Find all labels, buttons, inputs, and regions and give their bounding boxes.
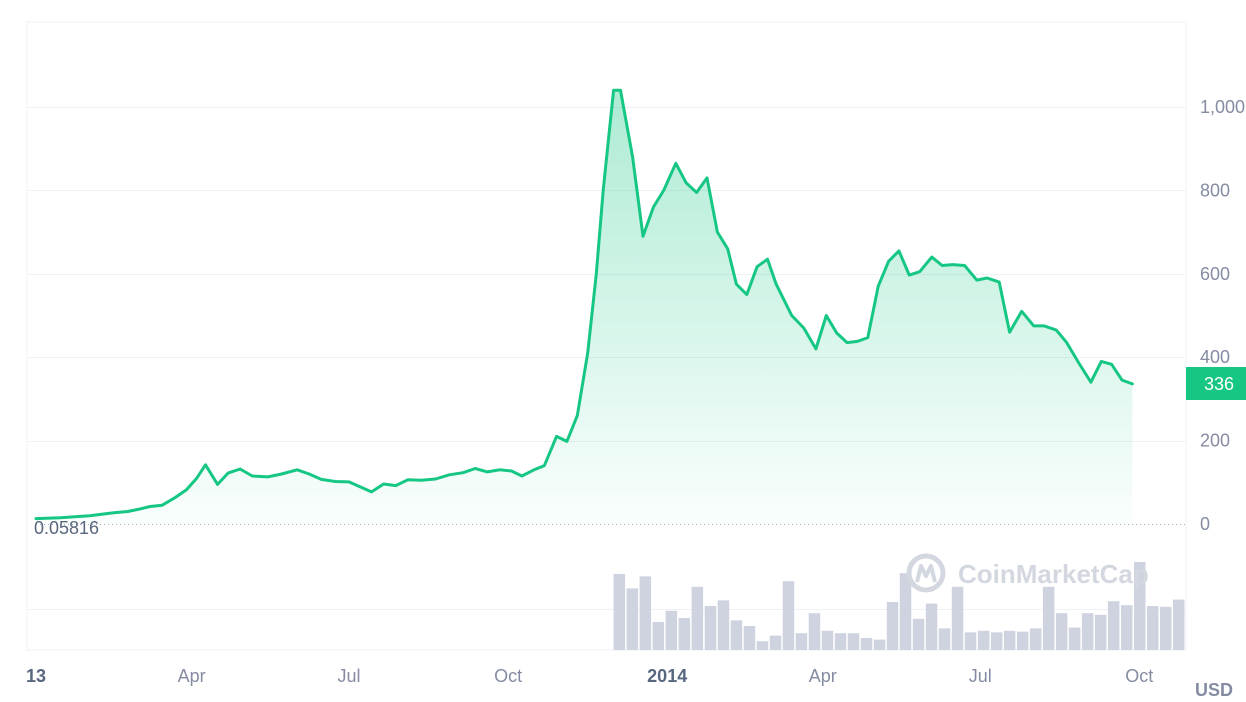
volume-bar xyxy=(1003,630,1016,650)
x-tick-label: Jul xyxy=(969,666,992,686)
y-tick-label: 600 xyxy=(1200,264,1230,284)
volume-bar xyxy=(1042,586,1055,650)
volume-bar xyxy=(782,581,795,650)
volume-bar xyxy=(626,588,639,650)
volume-bar xyxy=(678,618,691,650)
volume-bar xyxy=(665,610,678,650)
volume-bar xyxy=(743,626,756,650)
volume-bar xyxy=(1055,613,1068,650)
y-tick-label: 1,000 xyxy=(1200,97,1245,117)
volume-bar xyxy=(1081,613,1094,650)
volume-bar xyxy=(756,641,769,650)
volume-bar xyxy=(951,586,964,650)
volume-bar xyxy=(977,630,990,650)
volume-bar xyxy=(912,618,925,650)
volume-bar xyxy=(964,632,977,650)
volume-bar xyxy=(652,622,665,650)
watermark-brand: CoinMarketCap xyxy=(958,559,1149,589)
price-line[interactable] xyxy=(34,88,1134,521)
x-tick-label: 13 xyxy=(26,666,46,686)
volume-bar xyxy=(1147,606,1159,650)
volume-bar xyxy=(613,574,626,650)
volume-bar xyxy=(1107,601,1120,650)
volume-bar xyxy=(886,602,899,650)
price-area xyxy=(36,90,1133,525)
watermark: CoinMarketCap xyxy=(906,553,1149,593)
volume-bar xyxy=(1029,628,1042,650)
x-tick-label: 2014 xyxy=(647,666,687,686)
volume-bar xyxy=(1016,631,1029,650)
volume-bar xyxy=(795,633,808,650)
volume-bar xyxy=(990,632,1003,650)
volume-bar xyxy=(1160,606,1172,650)
volume-bar xyxy=(639,576,652,650)
x-tick-label: Apr xyxy=(178,666,206,686)
volume-bar xyxy=(1173,599,1185,650)
x-tick-label: Jul xyxy=(337,666,360,686)
x-tick-label: Oct xyxy=(494,666,522,686)
volume-bar xyxy=(1121,605,1133,650)
volume-bars xyxy=(613,562,1185,650)
volume-bar xyxy=(704,606,717,650)
volume-bar xyxy=(873,639,886,650)
volume-bar xyxy=(808,613,821,650)
volume-bar xyxy=(938,628,951,650)
min-price-label: 0.05816 xyxy=(34,518,99,538)
y-axis: 0 200 400 600 800 1,000 xyxy=(1200,97,1245,534)
volume-bar xyxy=(925,603,938,650)
currency-unit-label: USD xyxy=(1195,680,1233,700)
volume-bar xyxy=(691,586,704,650)
volume-bar xyxy=(717,600,730,650)
volume-bar xyxy=(1134,562,1146,650)
coinmarketcap-logo-icon xyxy=(906,553,946,593)
x-axis: 13 Apr Jul Oct 2014 Apr Jul Oct xyxy=(26,666,1153,686)
volume-bar xyxy=(730,620,743,650)
y-tick-label: 800 xyxy=(1200,180,1230,200)
current-price-label: 336 xyxy=(1204,374,1234,394)
current-price-box xyxy=(1186,367,1246,400)
volume-bar xyxy=(847,633,860,650)
x-tick-label: Apr xyxy=(809,666,837,686)
y-tick-label: 200 xyxy=(1200,431,1230,451)
volume-bar xyxy=(834,633,847,650)
current-price-tag[interactable]: 336 xyxy=(1186,367,1246,400)
y-tick-label: 0 xyxy=(1200,514,1210,534)
volume-bar xyxy=(821,630,834,650)
y-tick-label: 400 xyxy=(1200,347,1230,367)
volume-bar xyxy=(769,635,782,650)
plot-frame xyxy=(26,21,1187,651)
volume-bar xyxy=(860,638,873,650)
x-tick-label: Oct xyxy=(1125,666,1153,686)
volume-bar xyxy=(1094,614,1107,650)
volume-bar xyxy=(1068,627,1081,650)
volume-bar xyxy=(899,573,912,650)
